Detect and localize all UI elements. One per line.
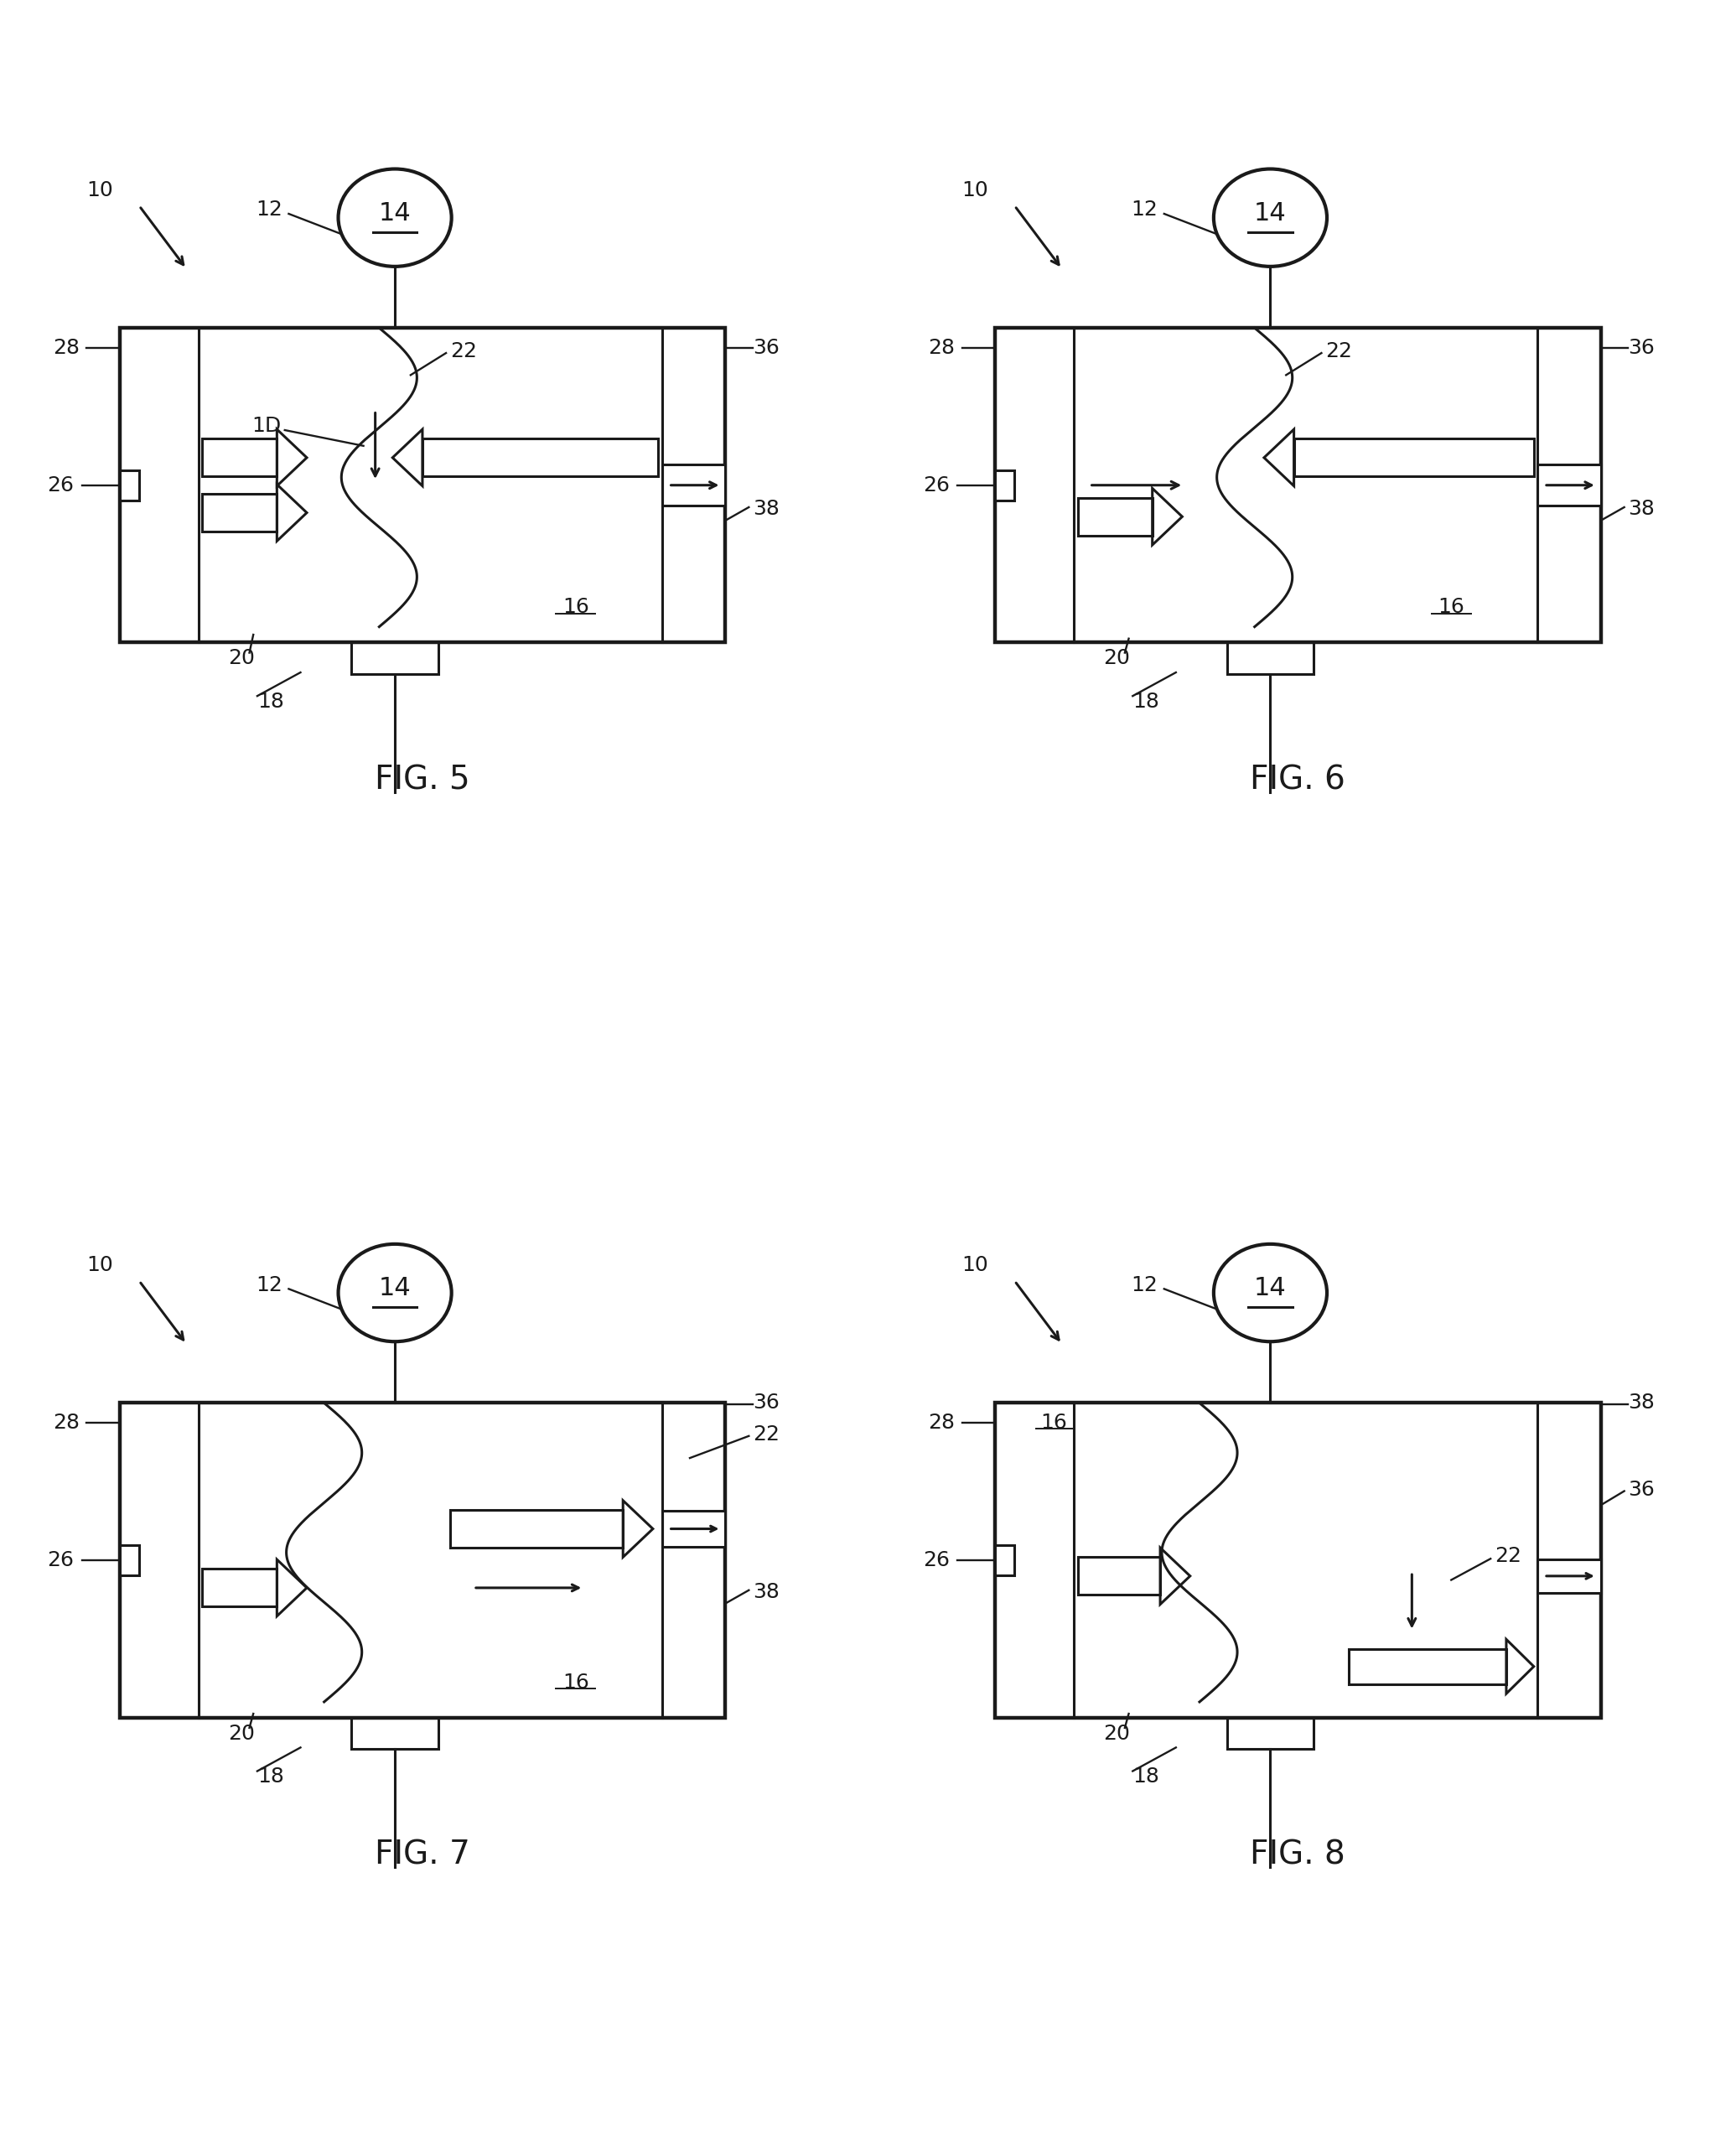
- Text: 20: 20: [1104, 1723, 1130, 1744]
- Text: FIG. 7: FIG. 7: [375, 1840, 470, 1872]
- Bar: [201, 495, 278, 531]
- Text: 38: 38: [753, 1582, 779, 1601]
- Text: FIG. 6: FIG. 6: [1250, 763, 1345, 795]
- Text: 12: 12: [255, 1275, 283, 1294]
- Text: 36: 36: [1628, 1480, 1654, 1499]
- Text: 38: 38: [1628, 499, 1654, 518]
- Bar: [1538, 465, 1601, 505]
- Text: 26: 26: [922, 1550, 950, 1571]
- Bar: [120, 1403, 726, 1718]
- Bar: [352, 1718, 437, 1748]
- Text: 1D: 1D: [252, 416, 281, 437]
- Text: 26: 26: [47, 1550, 75, 1571]
- Text: 18: 18: [1132, 1767, 1160, 1787]
- Bar: [201, 1569, 278, 1608]
- Text: 14: 14: [378, 1275, 411, 1301]
- Text: 36: 36: [753, 1392, 779, 1414]
- Text: 10: 10: [962, 1256, 990, 1275]
- Text: 22: 22: [450, 341, 477, 362]
- Text: 36: 36: [753, 337, 779, 358]
- Bar: [1078, 1556, 1160, 1595]
- Text: 28: 28: [52, 337, 80, 358]
- Text: FIG. 5: FIG. 5: [375, 763, 470, 795]
- Text: 28: 28: [929, 1414, 955, 1433]
- Text: 16: 16: [562, 597, 589, 616]
- Bar: [450, 1509, 623, 1548]
- Text: 16: 16: [1437, 597, 1465, 616]
- Bar: [120, 471, 139, 501]
- Bar: [352, 642, 437, 674]
- Text: 10: 10: [962, 179, 990, 200]
- Bar: [422, 439, 658, 478]
- Bar: [120, 1546, 139, 1576]
- Bar: [201, 439, 278, 478]
- Bar: [1538, 1558, 1601, 1593]
- Bar: [1349, 1648, 1507, 1684]
- Text: 10: 10: [87, 1256, 113, 1275]
- Text: 14: 14: [1253, 200, 1286, 226]
- Bar: [1293, 439, 1535, 478]
- Text: FIG. 8: FIG. 8: [1250, 1840, 1345, 1872]
- Bar: [663, 1512, 726, 1546]
- Text: 14: 14: [1253, 1275, 1286, 1301]
- Bar: [1227, 642, 1314, 674]
- Text: 26: 26: [47, 475, 75, 495]
- Bar: [995, 328, 1601, 642]
- Bar: [1227, 1718, 1314, 1748]
- Bar: [120, 328, 726, 642]
- Text: 38: 38: [1628, 1392, 1654, 1414]
- Bar: [995, 471, 1014, 501]
- Text: 28: 28: [929, 337, 955, 358]
- Text: 22: 22: [1325, 341, 1352, 362]
- Text: 22: 22: [1495, 1546, 1521, 1567]
- Text: 12: 12: [255, 200, 283, 220]
- Text: 26: 26: [922, 475, 950, 495]
- Text: 10: 10: [87, 179, 113, 200]
- Text: 38: 38: [753, 499, 779, 518]
- Bar: [995, 1403, 1601, 1718]
- Text: 16: 16: [1040, 1414, 1068, 1433]
- Text: 12: 12: [1132, 200, 1158, 220]
- Text: 14: 14: [378, 200, 411, 226]
- Text: 16: 16: [562, 1671, 589, 1693]
- Bar: [663, 465, 726, 505]
- Text: 18: 18: [1132, 691, 1160, 712]
- Text: 20: 20: [1104, 648, 1130, 667]
- Text: 36: 36: [1628, 337, 1654, 358]
- Text: 20: 20: [227, 1723, 255, 1744]
- Text: 28: 28: [52, 1414, 80, 1433]
- Text: 20: 20: [227, 648, 255, 667]
- Text: 12: 12: [1132, 1275, 1158, 1294]
- Text: 18: 18: [257, 691, 285, 712]
- Text: 22: 22: [753, 1424, 779, 1445]
- Bar: [995, 1546, 1014, 1576]
- Text: 18: 18: [257, 1767, 285, 1787]
- Bar: [1078, 497, 1153, 535]
